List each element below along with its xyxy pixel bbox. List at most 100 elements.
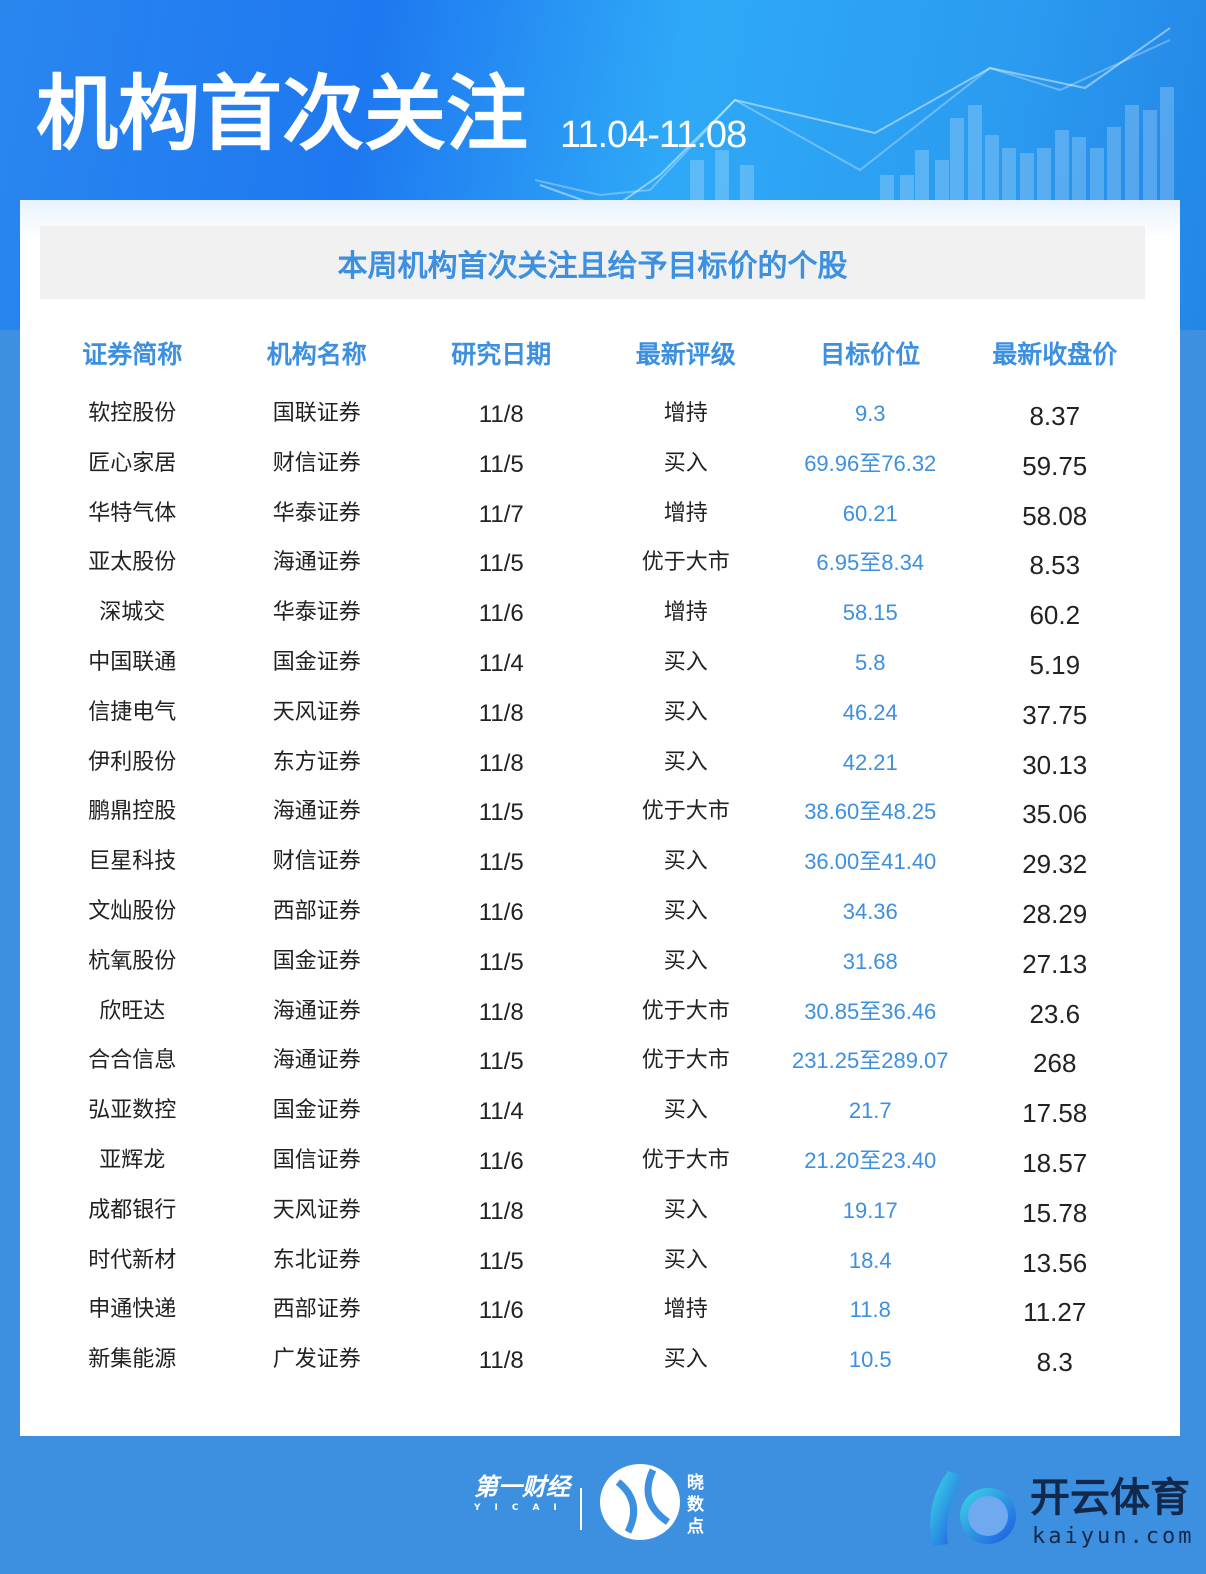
stock-name: 匠心家居 (88, 450, 177, 476)
institution: 东方证券 (272, 749, 361, 775)
rating: 买入 (663, 1197, 708, 1223)
target-price: 34.36 (842, 899, 898, 924)
table-row: 新集能源 广发证券 11/8 买入 10.5 8.3 (40, 1347, 1160, 1378)
institution: 海通证券 (272, 998, 361, 1024)
table-row: 华特气体 华泰证券 11/7 增持 60.21 58.08 (40, 501, 1160, 532)
target-price: 21.20至23.40 (804, 1148, 937, 1173)
rating: 增持 (663, 1297, 708, 1323)
research-date: 11/8 (478, 1197, 524, 1225)
close-price: 58.08 (1022, 500, 1088, 531)
rating: 优于大市 (641, 1148, 730, 1173)
research-date: 11/7 (478, 500, 524, 528)
institution: 天风证券 (272, 1197, 361, 1223)
xiaoshudian-logo-icon (600, 1464, 680, 1540)
institution: 国金证券 (272, 1098, 361, 1124)
column-header: 证券简称 (82, 340, 183, 369)
rating: 买入 (663, 948, 708, 974)
close-price: 8.3 (1036, 1347, 1073, 1378)
table-row: 巨星科技 财信证券 11/5 买入 36.00至41.40 29.32 (40, 849, 1160, 880)
footer-divider (580, 1488, 582, 1530)
stock-name: 申通快递 (88, 1297, 177, 1323)
target-price: 5.8 (854, 650, 886, 675)
table-row: 申通快递 西部证券 11/6 增持 11.8 11.27 (40, 1297, 1160, 1328)
page-title: 机构首次关注 (36, 67, 529, 162)
target-price: 9.3 (854, 401, 886, 426)
research-date: 11/8 (478, 749, 524, 777)
close-price: 268 (1033, 1048, 1077, 1079)
table-row: 深城交 华泰证券 11/6 增持 58.15 60.2 (40, 600, 1160, 631)
target-price: 231.25至289.07 (791, 1048, 949, 1074)
rating: 买入 (663, 650, 708, 675)
institution: 国信证券 (272, 1148, 361, 1173)
research-date: 11/6 (478, 899, 524, 926)
target-price: 6.95至8.34 (816, 550, 925, 576)
brand-name: 开云体育 (1030, 1475, 1190, 1521)
table-row: 弘亚数控 国金证券 11/4 买入 21.7 17.58 (40, 1098, 1160, 1129)
date-range: 11.04-11.08 (560, 114, 747, 156)
subtitle: 本周机构首次关注且给予目标价的个股 (337, 248, 848, 284)
column-header: 最新评级 (635, 340, 736, 369)
target-price: 31.68 (842, 948, 898, 974)
rating: 买入 (663, 849, 708, 875)
yicai-logo: 第一财经 YICAI (474, 1474, 571, 1513)
target-price: 18.4 (848, 1247, 892, 1273)
institution: 华泰证券 (272, 500, 361, 526)
stock-name: 成都银行 (88, 1197, 177, 1223)
close-price: 37.75 (1022, 699, 1088, 730)
rating: 买入 (663, 1098, 708, 1124)
institution: 天风证券 (272, 699, 361, 725)
institution: 财信证券 (272, 450, 361, 476)
stock-name: 杭氧股份 (88, 948, 177, 974)
institution: 国联证券 (272, 401, 361, 426)
rating: 买入 (663, 699, 708, 725)
xiaoshudian-text: 晓数点 (687, 1473, 704, 1537)
yicai-logo-en: YICAI (474, 1503, 571, 1514)
table-row: 鹏鼎控股 海通证券 11/5 优于大市 38.60至48.25 35.06 (40, 799, 1160, 830)
stock-name: 时代新材 (88, 1247, 177, 1273)
stock-name: 文灿股份 (88, 899, 177, 924)
table-header: 证券简称 机构名称 研究日期 最新评级 目标价位 最新收盘价 (40, 340, 1160, 370)
stock-name: 中国联通 (88, 650, 177, 675)
table-row: 匠心家居 财信证券 11/5 买入 69.96至76.32 59.75 (40, 451, 1160, 482)
research-date: 11/5 (478, 550, 524, 578)
brand-url: kaiyun.com (1032, 1524, 1195, 1549)
target-price: 19.17 (842, 1197, 898, 1223)
stock-name: 合合信息 (88, 1048, 177, 1074)
column-header: 研究日期 (451, 340, 552, 369)
research-date: 11/5 (478, 1247, 524, 1275)
target-price: 11.8 (849, 1297, 891, 1323)
institution: 国金证券 (272, 948, 361, 974)
rating: 优于大市 (641, 550, 730, 576)
stock-name: 鹏鼎控股 (88, 799, 177, 825)
close-price: 35.06 (1022, 799, 1088, 830)
target-price: 30.85至36.46 (804, 998, 937, 1024)
stock-name: 亚辉龙 (99, 1148, 166, 1173)
stock-name: 软控股份 (88, 401, 177, 426)
stock-name: 深城交 (99, 600, 166, 626)
rating: 优于大市 (641, 799, 730, 825)
rating: 买入 (663, 899, 708, 924)
target-price: 21.7 (848, 1098, 892, 1124)
research-date: 11/5 (478, 948, 524, 976)
institution: 海通证券 (272, 550, 361, 576)
close-price: 59.75 (1022, 450, 1088, 481)
target-price: 58.15 (842, 600, 898, 626)
institution: 西部证券 (272, 1297, 361, 1323)
research-date: 11/4 (478, 650, 524, 677)
content-card: 本周机构首次关注且给予目标价的个股 证券简称 机构名称 研究日期 最新评级 目标价位 最新… (20, 200, 1180, 1436)
table-row: 成都银行 天风证券 11/8 买入 19.17 15.78 (40, 1198, 1160, 1229)
table-row: 欣旺达 海通证券 11/8 优于大市 30.85至36.46 23.6 (40, 999, 1160, 1030)
rating: 买入 (663, 749, 708, 775)
rating: 优于大市 (641, 998, 730, 1024)
rating: 增持 (663, 401, 708, 426)
close-price: 8.53 (1029, 550, 1081, 581)
close-price: 17.58 (1022, 1098, 1088, 1129)
close-price: 18.57 (1022, 1148, 1088, 1178)
rating: 买入 (663, 1247, 708, 1273)
rating: 增持 (663, 500, 708, 526)
institution: 东北证券 (272, 1247, 361, 1273)
research-date: 11/5 (478, 799, 524, 827)
close-price: 30.13 (1022, 749, 1088, 780)
column-header: 目标价位 (820, 340, 921, 369)
research-date: 11/5 (478, 1048, 524, 1076)
